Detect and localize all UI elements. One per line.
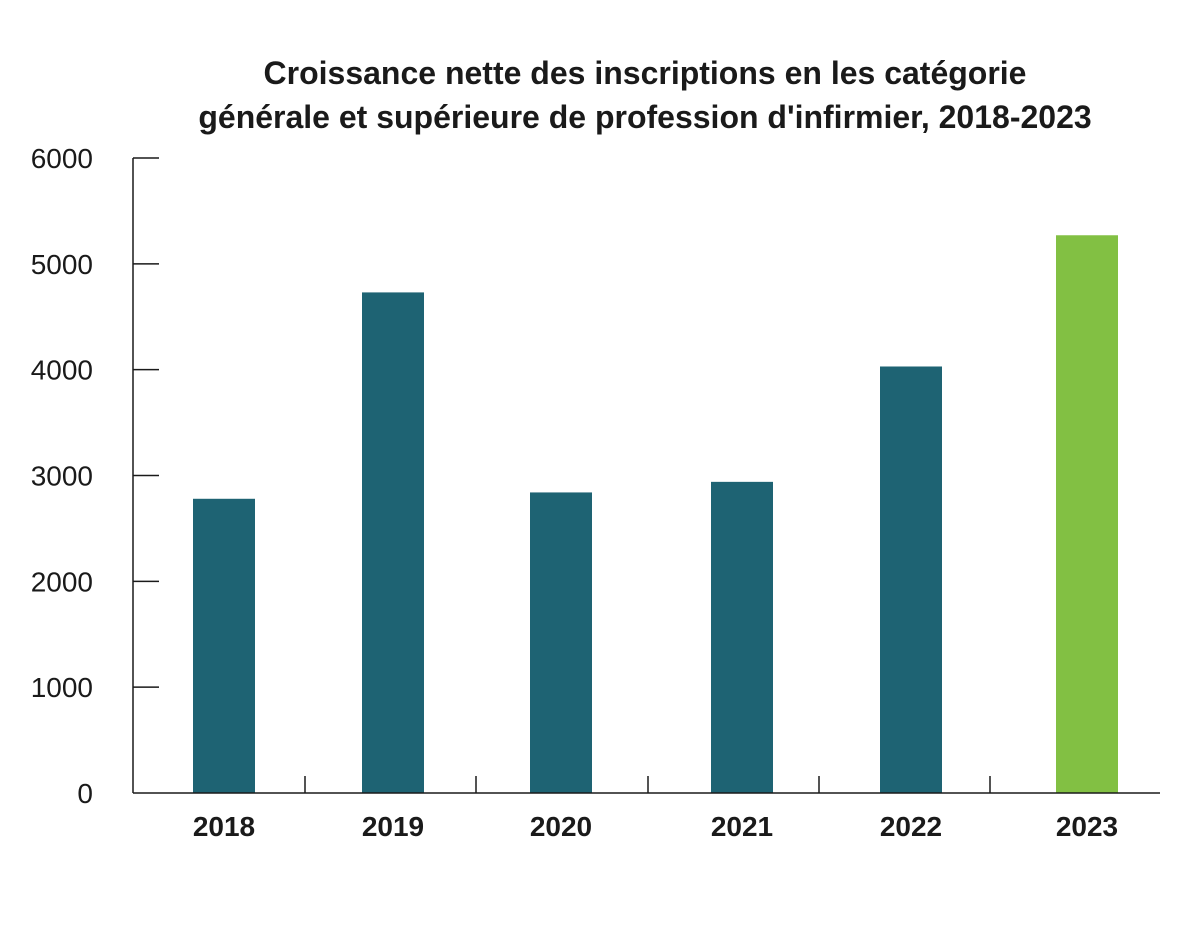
- y-tick-label: 6000: [31, 143, 93, 174]
- y-tick-label: 4000: [31, 355, 93, 386]
- bar-2022: [880, 366, 942, 793]
- bars: [193, 235, 1118, 794]
- y-tick-label: 1000: [31, 672, 93, 703]
- chart-title-line-2: générale et supérieure de profession d'i…: [198, 99, 1091, 135]
- bar-2018: [193, 498, 255, 793]
- x-axis: 2018 2019 2020 2021 2022 2023: [133, 776, 1160, 842]
- x-tick-label: 2021: [711, 811, 773, 842]
- y-tick-label: 0: [77, 778, 93, 809]
- x-tick-label: 2022: [880, 811, 942, 842]
- bar-2019: [362, 292, 424, 793]
- x-tick-label: 2018: [193, 811, 255, 842]
- chart-title: Croissance nette des inscriptions en les…: [198, 55, 1091, 135]
- bar-2021: [711, 481, 773, 793]
- x-tick-label: 2023: [1056, 811, 1118, 842]
- bar-2020: [530, 492, 592, 793]
- bar-2023: [1056, 235, 1118, 794]
- x-tick-label: 2019: [362, 811, 424, 842]
- y-tick-label: 3000: [31, 461, 93, 492]
- x-tick-label: 2020: [530, 811, 592, 842]
- y-tick-label: 2000: [31, 566, 93, 597]
- chart-title-line-1: Croissance nette des inscriptions en les…: [264, 55, 1027, 91]
- y-tick-label: 5000: [31, 249, 93, 280]
- y-axis: 0 1000 2000 3000 4000 5000 6000: [31, 143, 159, 809]
